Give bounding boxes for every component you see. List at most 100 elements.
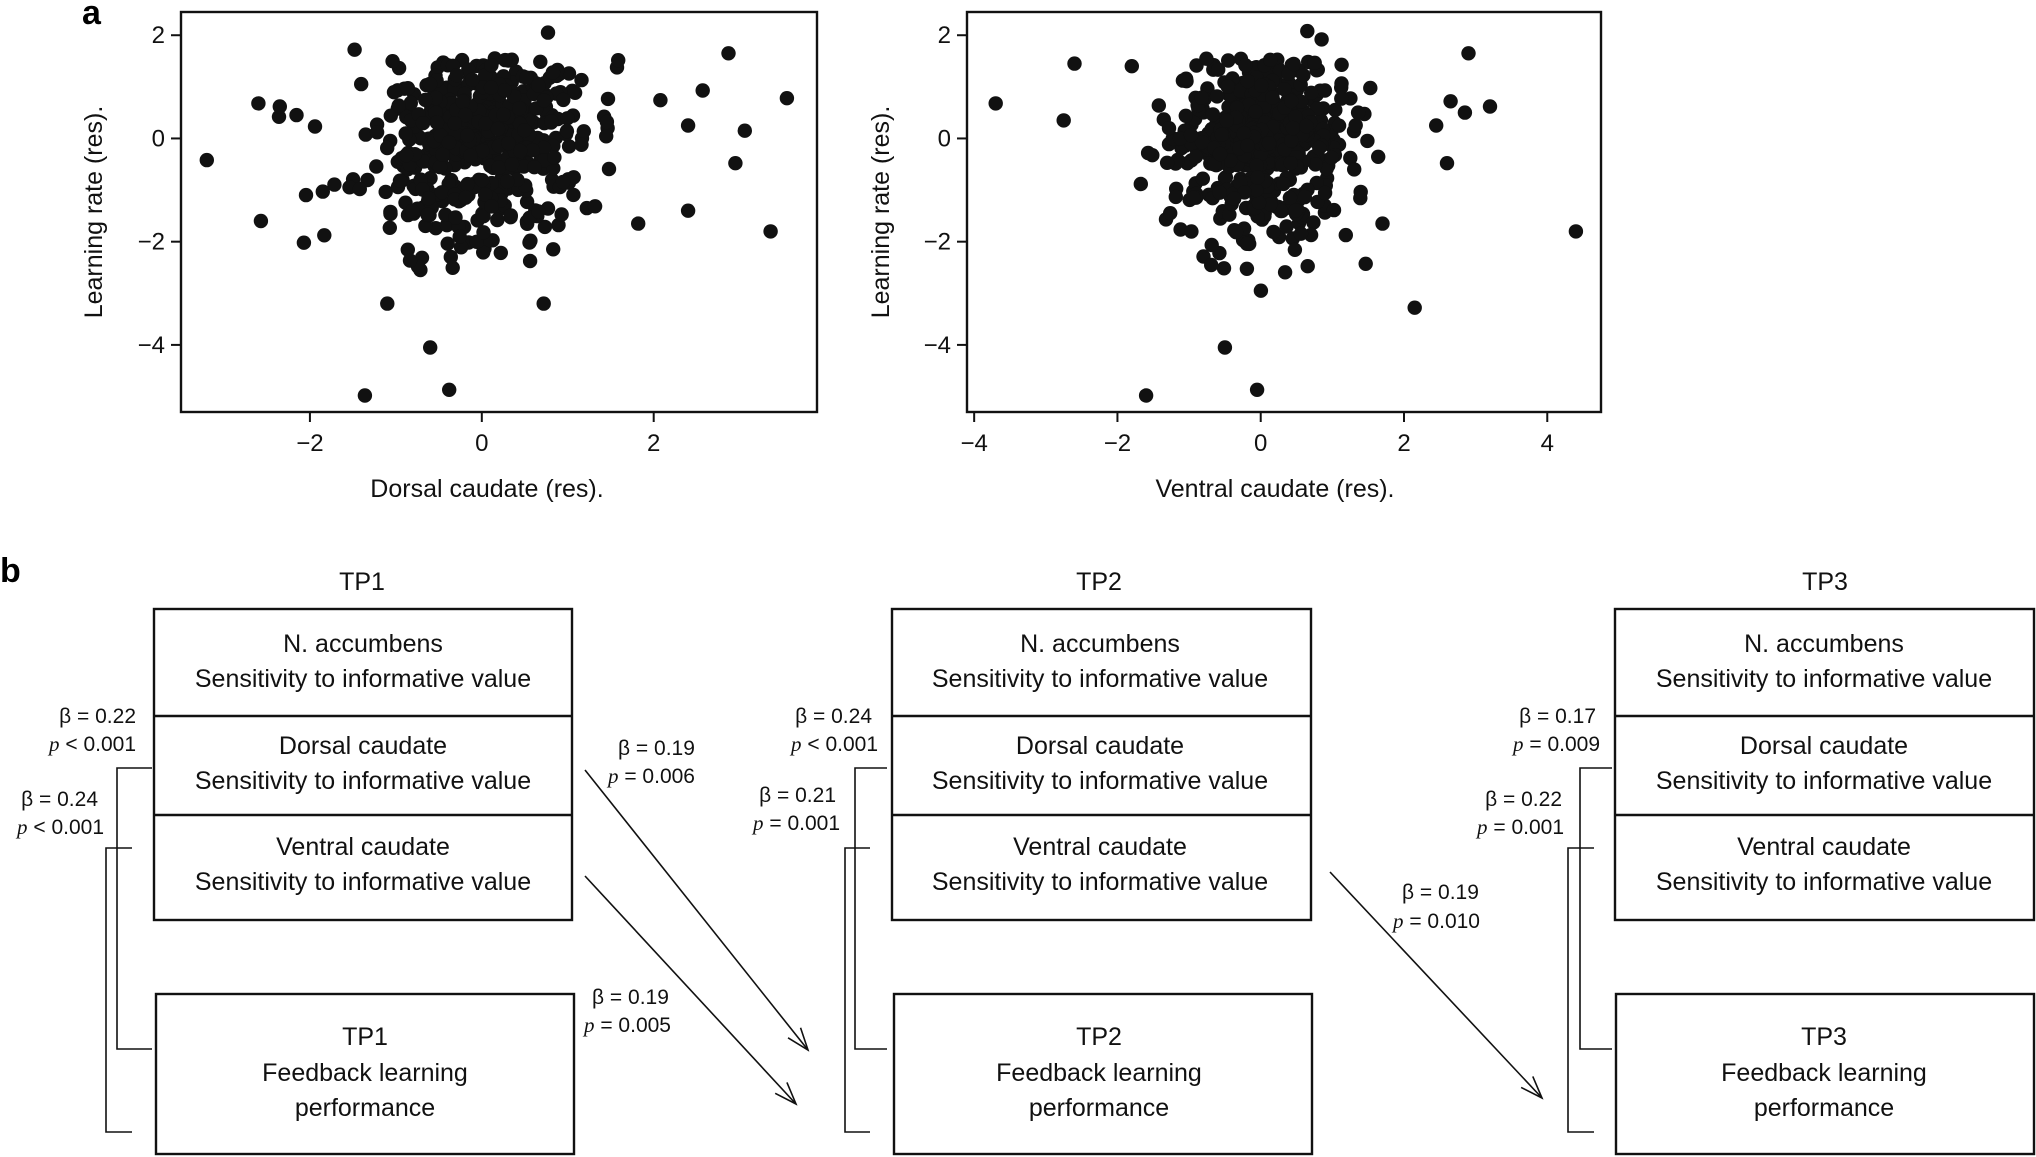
data-point — [1299, 118, 1314, 134]
data-point — [1328, 102, 1343, 118]
data-point — [1183, 127, 1199, 143]
data-point — [522, 253, 538, 269]
y-tick-label: 0 — [938, 125, 951, 152]
data-point — [1283, 156, 1299, 171]
tp2-nacc-subtitle: Sensitivity to informative value — [932, 665, 1268, 693]
data-point — [554, 207, 569, 222]
y-tick-label: 2 — [938, 22, 951, 49]
data-point — [680, 118, 696, 133]
data-point — [1248, 182, 1264, 198]
data-point — [544, 114, 559, 129]
tp2-ventral-subtitle: Sensitivity to informative value — [932, 868, 1268, 896]
tp2-brain-box-stack: N. accumbens Sensitivity to informative … — [890, 607, 1313, 922]
tp2-bracket1-beta: β = 0.24 — [795, 705, 872, 728]
data-point — [1284, 133, 1299, 148]
panel-label-b: b — [0, 552, 21, 590]
data-point — [536, 296, 551, 311]
data-point — [474, 173, 490, 188]
data-point — [1240, 74, 1255, 89]
data-point — [547, 150, 562, 165]
tp1-dorsal-title: Dorsal caudate — [279, 732, 447, 760]
data-point — [516, 159, 531, 174]
data-point — [1236, 126, 1252, 141]
data-point — [1443, 94, 1458, 109]
data-point — [536, 93, 552, 108]
data-point — [559, 123, 575, 139]
tp3-performance-box: TP3 Feedback learning performance — [1614, 992, 2036, 1156]
data-point — [1263, 52, 1278, 67]
data-point — [1293, 226, 1309, 241]
tp3-dorsal-subtitle: Sensitivity to informative value — [1656, 767, 1992, 795]
data-point — [501, 136, 516, 151]
tp2-nacc-title: N. accumbens — [1020, 630, 1180, 658]
data-point — [1429, 118, 1444, 133]
data-point — [599, 129, 614, 144]
data-point — [1238, 58, 1253, 73]
data-point — [400, 242, 415, 257]
path3-p: p = 0.010 — [1391, 909, 1480, 933]
path2-p: p = 0.005 — [582, 1013, 671, 1037]
data-point — [490, 212, 505, 228]
data-point — [1249, 158, 1265, 173]
data-point — [1482, 99, 1498, 114]
data-point — [1363, 80, 1378, 96]
data-point — [478, 187, 493, 202]
data-point — [1407, 300, 1422, 315]
data-point — [523, 233, 538, 248]
data-point — [435, 147, 450, 162]
data-point — [476, 245, 491, 260]
data-point — [400, 81, 416, 96]
data-point — [1263, 197, 1278, 212]
data-point — [447, 192, 462, 207]
plot-frame — [179, 10, 819, 414]
data-point — [546, 242, 561, 257]
tp2-bracket1-p: p < 0.001 — [789, 732, 878, 756]
y-tick-label: −2 — [138, 229, 165, 256]
data-point — [251, 96, 266, 111]
data-point — [1326, 202, 1342, 218]
data-point — [1223, 153, 1238, 168]
data-point — [576, 124, 591, 139]
data-point — [441, 135, 457, 150]
tp1-nacc-title: N. accumbens — [283, 630, 443, 658]
data-point — [1314, 32, 1329, 47]
data-point — [496, 107, 511, 122]
tp3-bracket-ventral — [1567, 847, 1594, 1133]
tp1-ventral-title: Ventral caudate — [276, 833, 450, 861]
data-point — [415, 116, 431, 131]
data-point — [399, 148, 414, 163]
data-point — [493, 245, 508, 261]
data-point — [403, 95, 418, 111]
tp1-perf-line3: performance — [295, 1094, 435, 1122]
data-point — [1161, 121, 1177, 136]
data-point — [1568, 224, 1584, 239]
data-point — [1300, 23, 1315, 39]
data-point — [1227, 191, 1242, 206]
data-point — [1163, 206, 1178, 221]
plot-frame — [965, 10, 1603, 414]
tp1-bracket-dorsal — [116, 767, 152, 1050]
data-point — [1220, 79, 1236, 94]
x-axis-label: Dorsal caudate (res). — [370, 475, 603, 503]
data-point — [317, 228, 332, 243]
tp2-dorsal-subtitle: Sensitivity to informative value — [932, 767, 1268, 795]
data-point — [449, 68, 464, 83]
data-point — [1209, 89, 1225, 104]
data-point — [519, 70, 534, 85]
path2-beta: β = 0.19 — [592, 986, 669, 1009]
data-point — [1222, 207, 1237, 222]
x-tick-label: 2 — [1397, 430, 1410, 457]
tp1-ventral-subtitle: Sensitivity to informative value — [195, 868, 531, 896]
data-point — [560, 111, 575, 126]
tp1-brain-box-stack: N. accumbens Sensitivity to informative … — [152, 607, 574, 922]
data-point — [455, 94, 470, 109]
data-point — [1211, 62, 1226, 77]
data-point — [402, 253, 418, 268]
data-point — [298, 187, 314, 203]
data-point — [380, 140, 395, 156]
data-point — [1353, 184, 1368, 200]
data-point — [199, 152, 214, 168]
data-point — [1067, 56, 1082, 71]
data-point — [1308, 157, 1323, 172]
data-point — [1184, 224, 1199, 239]
